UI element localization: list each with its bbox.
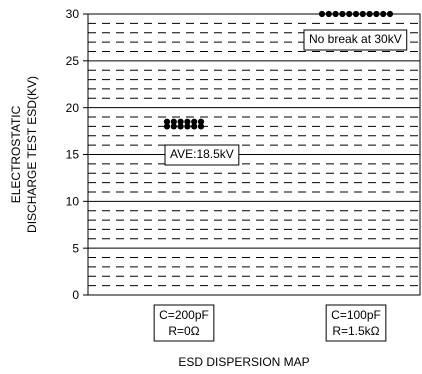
x-axis-label: ESD DISPERSION MAP <box>178 355 309 369</box>
category-label-0: C=200pF R=0Ω <box>153 304 215 342</box>
y-tick-label: 0 <box>72 288 79 302</box>
y-axis-label-line1: ELECTROSTATIC <box>9 105 23 203</box>
data-point <box>352 10 360 18</box>
data-point <box>177 118 184 125</box>
annotation-no-break-text: No break at 30kV <box>309 32 402 46</box>
data-point <box>191 118 198 125</box>
data-point <box>339 10 346 18</box>
data-point <box>325 10 332 18</box>
y-tick-label: 30 <box>66 7 80 21</box>
y-tick-label: 25 <box>66 54 80 68</box>
data-point <box>163 118 171 125</box>
data-point <box>184 123 191 130</box>
data-point <box>366 10 373 18</box>
grid-major-lines <box>88 60 420 249</box>
y-axis-ticks: 0 5 10 15 20 25 30 <box>66 7 88 302</box>
annotation-no-break: No break at 30kV <box>303 29 408 51</box>
data-point <box>163 123 171 130</box>
y-axis-label-line2: DISCHARGE TEST ESD(KV) <box>25 76 39 233</box>
category-label-0-line2: R=0Ω <box>168 324 199 338</box>
annotation-ave-text: AVE:18.5kV <box>170 147 234 161</box>
data-point <box>332 10 339 18</box>
annotation-ave: AVE:18.5kV <box>164 144 240 166</box>
data-point <box>197 118 205 125</box>
data-point <box>380 10 387 18</box>
y-tick-label: 10 <box>66 195 80 209</box>
data-point <box>359 10 366 18</box>
data-point <box>318 10 326 18</box>
data-point <box>373 10 380 18</box>
data-point <box>197 123 205 130</box>
data-point <box>386 10 394 18</box>
category-label-0-line1: C=200pF <box>159 308 209 322</box>
data-point <box>346 10 353 18</box>
y-tick-label: 20 <box>66 101 80 115</box>
data-point <box>177 123 184 130</box>
y-tick-label: 5 <box>72 241 79 255</box>
data-markers <box>163 10 394 130</box>
category-label-1-line1: C=100pF <box>331 308 381 322</box>
y-axis-label: ELECTROSTATIC DISCHARGE TEST ESD(KV) <box>9 76 39 233</box>
category-label-1-line2: R=1.5kΩ <box>332 324 379 338</box>
data-point <box>191 123 198 130</box>
category-label-1: C=100pF R=1.5kΩ <box>325 304 387 342</box>
data-point <box>170 123 177 130</box>
data-point <box>170 118 177 125</box>
y-tick-label: 15 <box>66 148 80 162</box>
data-point <box>184 118 191 125</box>
